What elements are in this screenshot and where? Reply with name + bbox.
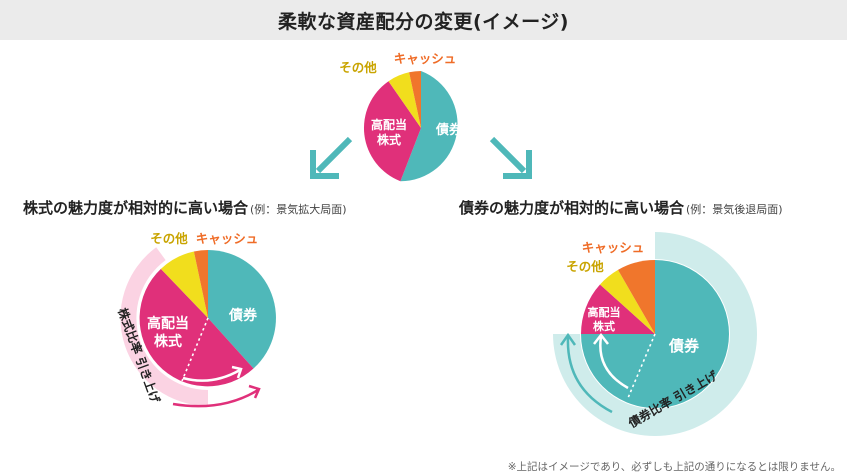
left-scenario-heading: 株式の魅力度が相対的に高い場合 (例：景気拡大局面) — [23, 197, 347, 218]
inner-rotation-arrowhead — [593, 332, 609, 345]
base-allocation-pie: 債券 高配当 株式 その他 キャッシュ — [339, 51, 463, 182]
left-scenario-title: 株式の魅力度が相対的に高い場合 — [23, 199, 249, 217]
cash-slice — [193, 250, 208, 318]
stocks-slice — [363, 81, 421, 182]
inner-rotation-arrow — [599, 336, 629, 390]
stocks-label-line1: 高配当 — [147, 315, 189, 332]
outer-rotation-arrow — [172, 388, 259, 408]
stocks-label-line1: 高配当 — [371, 117, 407, 132]
stocks-overweight-pie: 債券 高配当 株式 その他 キャッシュ 株式比率 引き上げ — [115, 231, 276, 408]
stocks-label-line2: 株式 — [154, 333, 182, 350]
left-scenario-subtitle: (例：景気拡大局面) — [250, 203, 347, 216]
bonds-label: 債券 — [668, 337, 700, 355]
stocks-slice — [581, 284, 655, 334]
cash-slice — [618, 260, 655, 334]
other-label: その他 — [566, 259, 604, 274]
cash-label: キャッシュ — [196, 231, 259, 246]
other-slice — [388, 72, 421, 128]
bonds-label: 債券 — [435, 122, 463, 138]
outer-rotation-arrowhead — [248, 384, 261, 399]
arrow-to-right — [489, 136, 532, 179]
right-scenario-subtitle: (例：景気後退局面) — [686, 203, 783, 216]
bonds-slice — [208, 250, 276, 369]
stocks-label-line2: 株式 — [593, 319, 615, 333]
inner-rotation-arrow — [182, 368, 241, 382]
inner-rotation-arrowhead — [231, 365, 243, 379]
stocks-label-line1: 高配当 — [588, 305, 621, 319]
stock-increase-band — [120, 247, 208, 406]
bonds-label: 債券 — [228, 307, 258, 324]
cash-label: キャッシュ — [394, 51, 457, 66]
cash-label: キャッシュ — [582, 240, 645, 255]
other-label: その他 — [339, 60, 377, 75]
right-scenario-title: 債券の魅力度が相対的に高い場合 — [459, 199, 685, 217]
stocks-label-line2: 株式 — [377, 132, 401, 147]
other-slice — [160, 251, 208, 318]
original-boundary-line — [627, 333, 656, 399]
bonds-slice — [400, 71, 458, 182]
page-title: 柔軟な資産配分の変更(イメージ) — [0, 0, 847, 40]
disclaimer-footnote: ※上記はイメージであり、必ずしも上記の通りになるとは限りません。 — [507, 461, 841, 473]
outer-rotation-arrowhead — [559, 332, 577, 346]
arrow-to-left — [310, 136, 353, 179]
stocks-slice — [139, 268, 254, 387]
cash-slice — [409, 71, 421, 128]
right-scenario-heading: 債券の魅力度が相対的に高い場合 (例：景気後退局面) — [459, 197, 783, 218]
original-boundary-line — [181, 317, 209, 382]
outer-rotation-arrow — [566, 336, 613, 414]
other-label: その他 — [150, 231, 188, 246]
bonds-overweight-pie: 債券 高配当 株式 その他 キャッシュ 債券比率 引き上げ — [553, 232, 757, 436]
other-slice — [600, 269, 655, 334]
